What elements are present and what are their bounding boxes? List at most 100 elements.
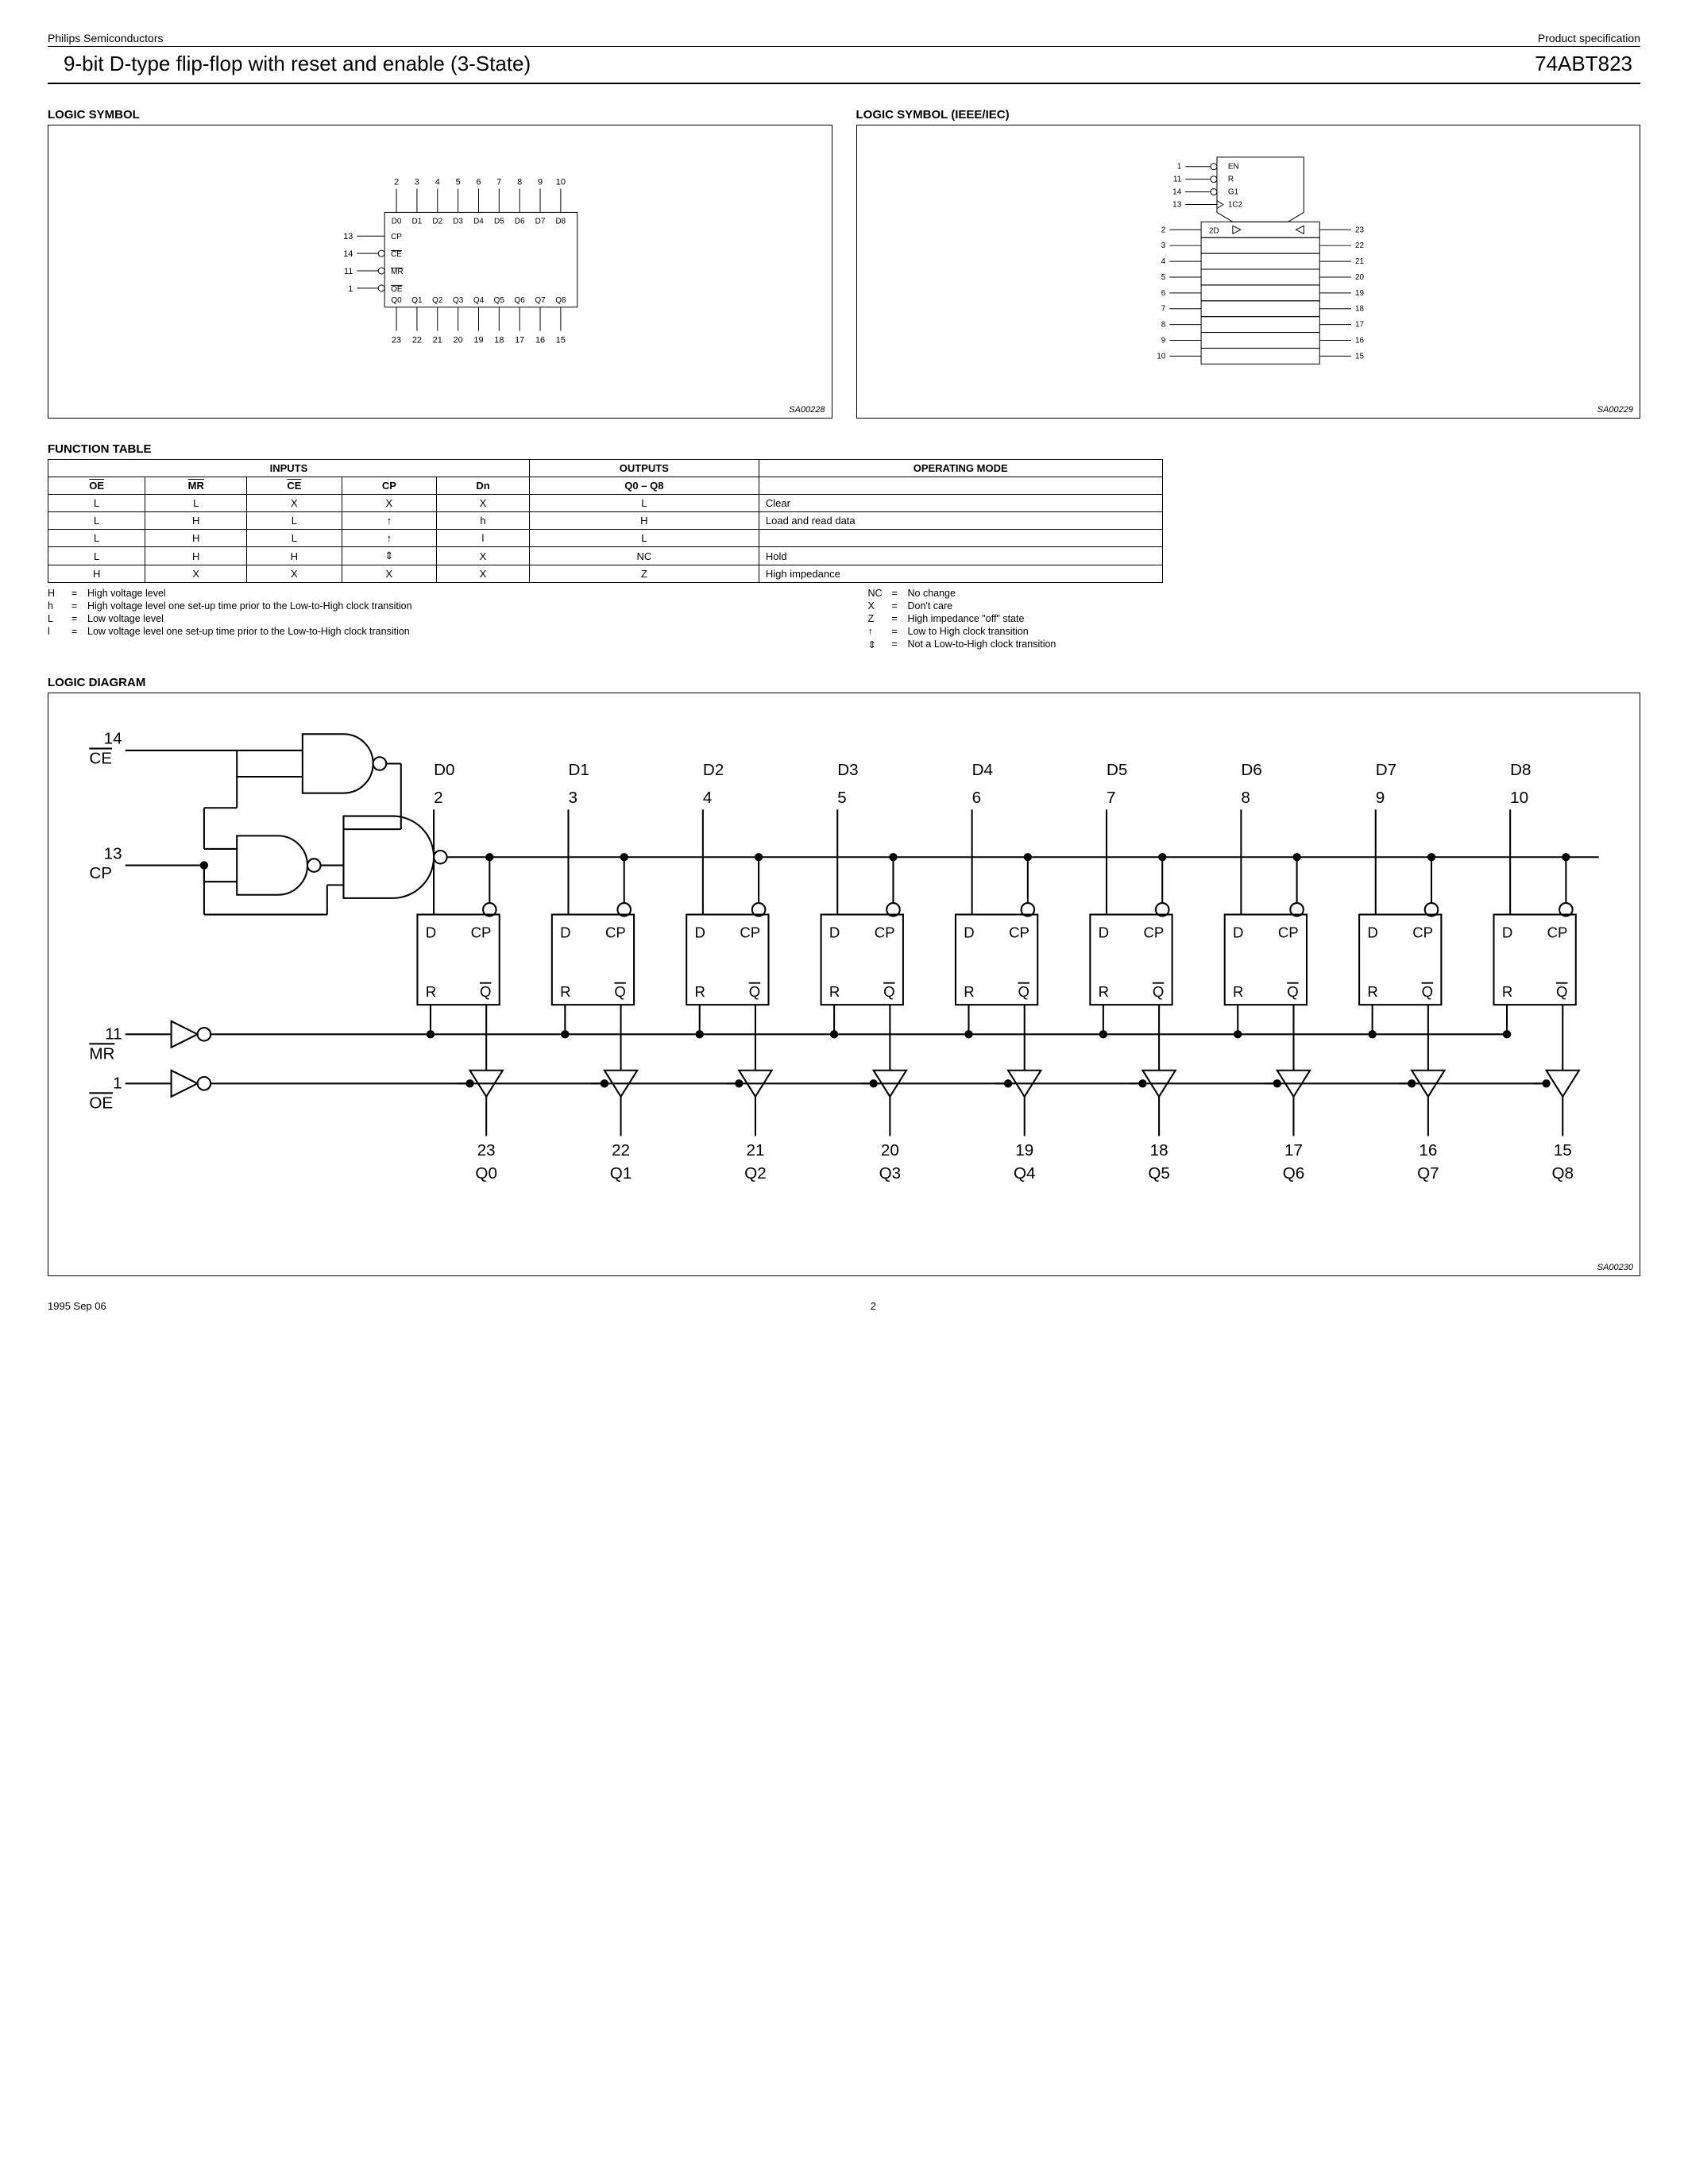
svg-text:D: D bbox=[829, 924, 840, 941]
svg-text:15: 15 bbox=[556, 336, 566, 345]
section-logic-diagram: LOGIC DIAGRAM bbox=[48, 676, 1640, 689]
svg-text:17: 17 bbox=[1284, 1141, 1303, 1160]
svg-text:D8: D8 bbox=[556, 218, 566, 226]
svg-text:23: 23 bbox=[477, 1141, 496, 1160]
svg-text:R: R bbox=[829, 983, 840, 1000]
svg-text:D: D bbox=[695, 924, 705, 941]
svg-text:Q: Q bbox=[749, 983, 760, 1000]
svg-text:CP: CP bbox=[1547, 924, 1568, 941]
svg-text:R: R bbox=[1099, 983, 1109, 1000]
svg-text:CP: CP bbox=[875, 924, 895, 941]
title-bar: 9-bit D-type flip-flop with reset and en… bbox=[48, 47, 1640, 84]
svg-text:R: R bbox=[1227, 176, 1233, 184]
svg-text:Q0: Q0 bbox=[475, 1164, 497, 1183]
svg-text:Q6: Q6 bbox=[515, 296, 526, 305]
svg-text:CP: CP bbox=[1278, 924, 1299, 941]
svg-text:Q: Q bbox=[1556, 983, 1567, 1000]
figure-id: SA00230 bbox=[1597, 1263, 1633, 1272]
svg-text:21: 21 bbox=[746, 1141, 764, 1160]
svg-text:D7: D7 bbox=[1376, 761, 1396, 779]
svg-text:4: 4 bbox=[435, 178, 440, 187]
svg-text:20: 20 bbox=[1354, 273, 1364, 282]
figure-id: SA00229 bbox=[1597, 405, 1633, 415]
svg-text:11: 11 bbox=[1172, 176, 1181, 184]
svg-text:2: 2 bbox=[434, 789, 442, 807]
svg-text:13: 13 bbox=[343, 232, 353, 241]
svg-text:CP: CP bbox=[1009, 924, 1029, 941]
svg-text:Q5: Q5 bbox=[1148, 1164, 1170, 1183]
svg-text:22: 22 bbox=[1354, 241, 1364, 250]
svg-text:22: 22 bbox=[612, 1141, 630, 1160]
svg-text:OE: OE bbox=[391, 285, 403, 294]
svg-text:17: 17 bbox=[1354, 321, 1364, 330]
svg-text:D: D bbox=[560, 924, 570, 941]
svg-text:6: 6 bbox=[476, 178, 481, 187]
svg-text:1: 1 bbox=[113, 1075, 122, 1093]
svg-text:D0: D0 bbox=[392, 218, 402, 226]
svg-text:2: 2 bbox=[394, 178, 399, 187]
svg-text:23: 23 bbox=[1354, 226, 1364, 234]
svg-text:D1: D1 bbox=[412, 218, 423, 226]
svg-text:Q0: Q0 bbox=[391, 296, 402, 305]
svg-text:D: D bbox=[1233, 924, 1243, 941]
svg-text:D3: D3 bbox=[453, 218, 463, 226]
svg-text:D1: D1 bbox=[568, 761, 589, 779]
svg-text:Q: Q bbox=[480, 983, 491, 1000]
svg-text:14: 14 bbox=[343, 249, 353, 259]
svg-text:6: 6 bbox=[972, 789, 981, 807]
svg-text:Q7: Q7 bbox=[535, 296, 546, 305]
svg-text:10: 10 bbox=[1157, 353, 1166, 361]
svg-text:16: 16 bbox=[535, 336, 545, 345]
svg-text:7: 7 bbox=[496, 178, 501, 187]
section-logic-symbol: LOGIC SYMBOL bbox=[48, 108, 832, 122]
svg-text:20: 20 bbox=[454, 336, 463, 345]
svg-text:Q8: Q8 bbox=[555, 296, 566, 305]
svg-text:Q3: Q3 bbox=[879, 1164, 902, 1183]
svg-text:D0: D0 bbox=[434, 761, 454, 779]
svg-text:21: 21 bbox=[1354, 257, 1364, 266]
svg-text:3: 3 bbox=[415, 178, 419, 187]
svg-text:2: 2 bbox=[1161, 226, 1165, 234]
svg-text:11: 11 bbox=[105, 1025, 122, 1044]
svg-text:Q: Q bbox=[1287, 983, 1298, 1000]
svg-text:D4: D4 bbox=[972, 761, 993, 779]
svg-text:R: R bbox=[964, 983, 974, 1000]
svg-text:22: 22 bbox=[412, 336, 422, 345]
svg-text:13: 13 bbox=[1172, 201, 1182, 210]
svg-text:5: 5 bbox=[456, 178, 461, 187]
logic-symbol-figure: 2D03D14D25D36D47D58D69D710D813CP14CE11MR… bbox=[48, 125, 832, 419]
svg-text:CE: CE bbox=[391, 250, 402, 259]
svg-text:MR: MR bbox=[391, 268, 403, 276]
svg-text:1: 1 bbox=[348, 284, 353, 294]
legend: H=High voltage levelh=High voltage level… bbox=[48, 588, 1640, 652]
svg-text:CP: CP bbox=[740, 924, 760, 941]
svg-text:1C2: 1C2 bbox=[1227, 201, 1242, 210]
svg-text:8: 8 bbox=[1161, 321, 1165, 330]
svg-text:CP: CP bbox=[605, 924, 626, 941]
page-header: Philips Semiconductors Product specifica… bbox=[48, 32, 1640, 47]
svg-text:D: D bbox=[1099, 924, 1109, 941]
svg-text:13: 13 bbox=[104, 844, 122, 862]
svg-text:14: 14 bbox=[104, 730, 122, 748]
svg-text:6: 6 bbox=[1161, 289, 1165, 298]
svg-text:MR: MR bbox=[89, 1044, 114, 1063]
svg-text:4: 4 bbox=[1161, 257, 1165, 266]
svg-text:OE: OE bbox=[89, 1094, 113, 1112]
svg-text:Q3: Q3 bbox=[453, 296, 464, 305]
svg-text:D6: D6 bbox=[1241, 761, 1261, 779]
svg-text:R: R bbox=[1233, 983, 1243, 1000]
svg-text:15: 15 bbox=[1354, 353, 1364, 361]
svg-text:16: 16 bbox=[1419, 1141, 1437, 1160]
svg-text:D7: D7 bbox=[535, 218, 546, 226]
svg-text:R: R bbox=[560, 983, 570, 1000]
company-name: Philips Semiconductors bbox=[48, 32, 164, 44]
svg-text:CE: CE bbox=[89, 750, 112, 768]
section-function-table: FUNCTION TABLE bbox=[48, 442, 1640, 456]
svg-text:CP: CP bbox=[1412, 924, 1433, 941]
svg-text:Q5: Q5 bbox=[494, 296, 505, 305]
svg-text:Q2: Q2 bbox=[432, 296, 443, 305]
svg-text:19: 19 bbox=[1354, 289, 1364, 298]
svg-text:23: 23 bbox=[392, 336, 401, 345]
svg-text:2D: 2D bbox=[1209, 226, 1219, 235]
svg-text:9: 9 bbox=[538, 178, 543, 187]
